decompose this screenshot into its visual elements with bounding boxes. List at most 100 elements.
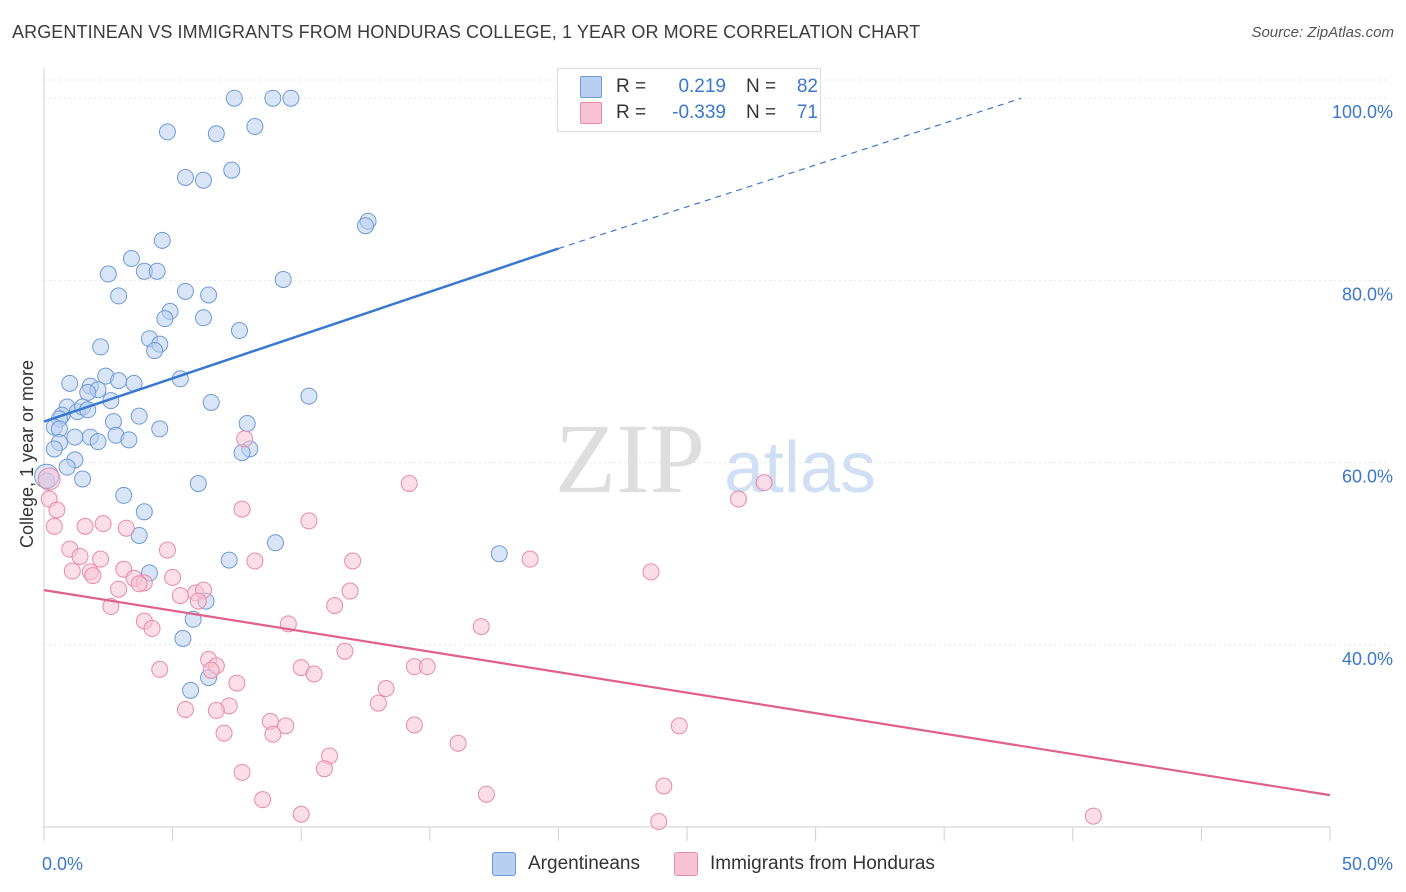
point-argentineans (148, 262, 166, 280)
point-honduras (158, 541, 176, 559)
point-honduras (143, 619, 161, 637)
point-argentineans (58, 458, 76, 476)
point-honduras (449, 734, 467, 752)
bottom-legend-label-series1: Argentineans (528, 853, 640, 874)
point-argentineans (194, 309, 212, 327)
point-honduras (71, 547, 89, 565)
legend-n-label: N = (746, 102, 777, 123)
point-argentineans (146, 342, 164, 360)
point-argentineans (176, 282, 194, 300)
point-honduras (151, 660, 169, 678)
point-argentineans (246, 117, 264, 135)
point-honduras (655, 777, 673, 795)
point-argentineans (189, 475, 207, 493)
point-argentineans (153, 231, 171, 249)
point-argentineans (79, 383, 97, 401)
y-tick-label: 100.0% (1332, 102, 1393, 122)
trendline-argentineans-extension (558, 97, 1022, 250)
legend-box: R = 0.219 N = 82 R = -0.339 N = 71 (557, 68, 821, 132)
point-argentineans (130, 407, 148, 425)
watermark: ZIP atlas (555, 403, 876, 514)
point-argentineans (174, 629, 192, 647)
y-tick-label: 60.0% (1342, 467, 1393, 487)
point-honduras (670, 717, 688, 735)
point-honduras (369, 694, 387, 712)
point-argentineans (122, 250, 140, 268)
trendline-honduras (43, 589, 1331, 797)
point-honduras (76, 517, 94, 535)
point-honduras (45, 517, 63, 535)
legend-r-value: 0.219 (678, 76, 726, 97)
point-honduras (215, 724, 233, 742)
legend-n-label: N = (746, 76, 777, 97)
y-axis-label: College, 1 year or more (17, 360, 37, 548)
point-honduras (37, 467, 61, 491)
point-argentineans (130, 526, 148, 544)
point-honduras (300, 512, 318, 530)
legend-r-label: R = (616, 76, 647, 97)
point-argentineans (182, 681, 200, 699)
point-argentineans (238, 414, 256, 432)
point-argentineans (220, 551, 238, 569)
watermark-zip: ZIP (555, 403, 705, 514)
point-argentineans (110, 287, 128, 305)
point-honduras (650, 813, 668, 831)
point-argentineans (223, 161, 241, 179)
legend-swatch-pink (580, 102, 602, 124)
labels-layer: 40.0% 60.0% 80.0% 100.0% 0.0% 50.0% College, 1… (17, 102, 1393, 874)
point-honduras (94, 515, 112, 533)
point-honduras (130, 575, 148, 593)
point-honduras (729, 490, 747, 508)
point-argentineans (202, 393, 220, 411)
point-honduras (521, 550, 539, 568)
legend-row-series1: R = 0.219 N = 82 (580, 75, 818, 99)
point-argentineans (264, 89, 282, 107)
point-honduras (264, 725, 282, 743)
point-argentineans (61, 374, 79, 392)
point-honduras (92, 550, 110, 568)
point-honduras (189, 592, 207, 610)
point-argentineans (99, 265, 117, 283)
legend-r-value: -0.339 (672, 102, 726, 123)
point-argentineans (176, 168, 194, 186)
axis-layer (43, 68, 1331, 841)
legend-swatch-blue (580, 76, 602, 98)
legend-n-value: 71 (796, 102, 818, 123)
point-honduras (84, 567, 102, 585)
point-honduras (341, 582, 359, 600)
point-argentineans (74, 470, 92, 488)
point-honduras (418, 658, 436, 676)
point-argentineans (89, 433, 107, 451)
point-honduras (755, 474, 773, 492)
legend-n-value: 82 (796, 76, 818, 97)
point-honduras (277, 717, 295, 735)
point-argentineans (266, 534, 284, 552)
point-honduras (228, 674, 246, 692)
point-honduras (207, 701, 225, 719)
point-honduras (236, 430, 254, 448)
point-argentineans (282, 89, 300, 107)
point-honduras (344, 552, 362, 570)
chart-title: ARGENTINEAN VS IMMIGRANTS FROM HONDURAS … (12, 22, 921, 42)
bottom-legend-series2: Immigrants from Honduras (674, 852, 935, 876)
point-honduras (176, 700, 194, 718)
point-argentineans (156, 310, 174, 328)
point-honduras (164, 568, 182, 586)
point-argentineans (207, 125, 225, 143)
y-tick-label: 40.0% (1342, 649, 1393, 669)
point-honduras (305, 665, 323, 683)
y-tick-label: 80.0% (1342, 284, 1393, 304)
bottom-legend: Argentineans Immigrants from Honduras (0, 852, 1406, 878)
point-honduras (110, 580, 128, 598)
source-label: Source: ZipAtlas.com (1251, 24, 1394, 41)
point-honduras (254, 791, 272, 809)
point-argentineans (151, 420, 169, 438)
point-argentineans (194, 171, 212, 189)
point-argentineans (200, 286, 218, 304)
point-argentineans (490, 545, 508, 563)
trend-layer (43, 97, 1331, 797)
point-argentineans (66, 428, 84, 446)
point-honduras (1084, 807, 1102, 825)
point-honduras (171, 587, 189, 605)
